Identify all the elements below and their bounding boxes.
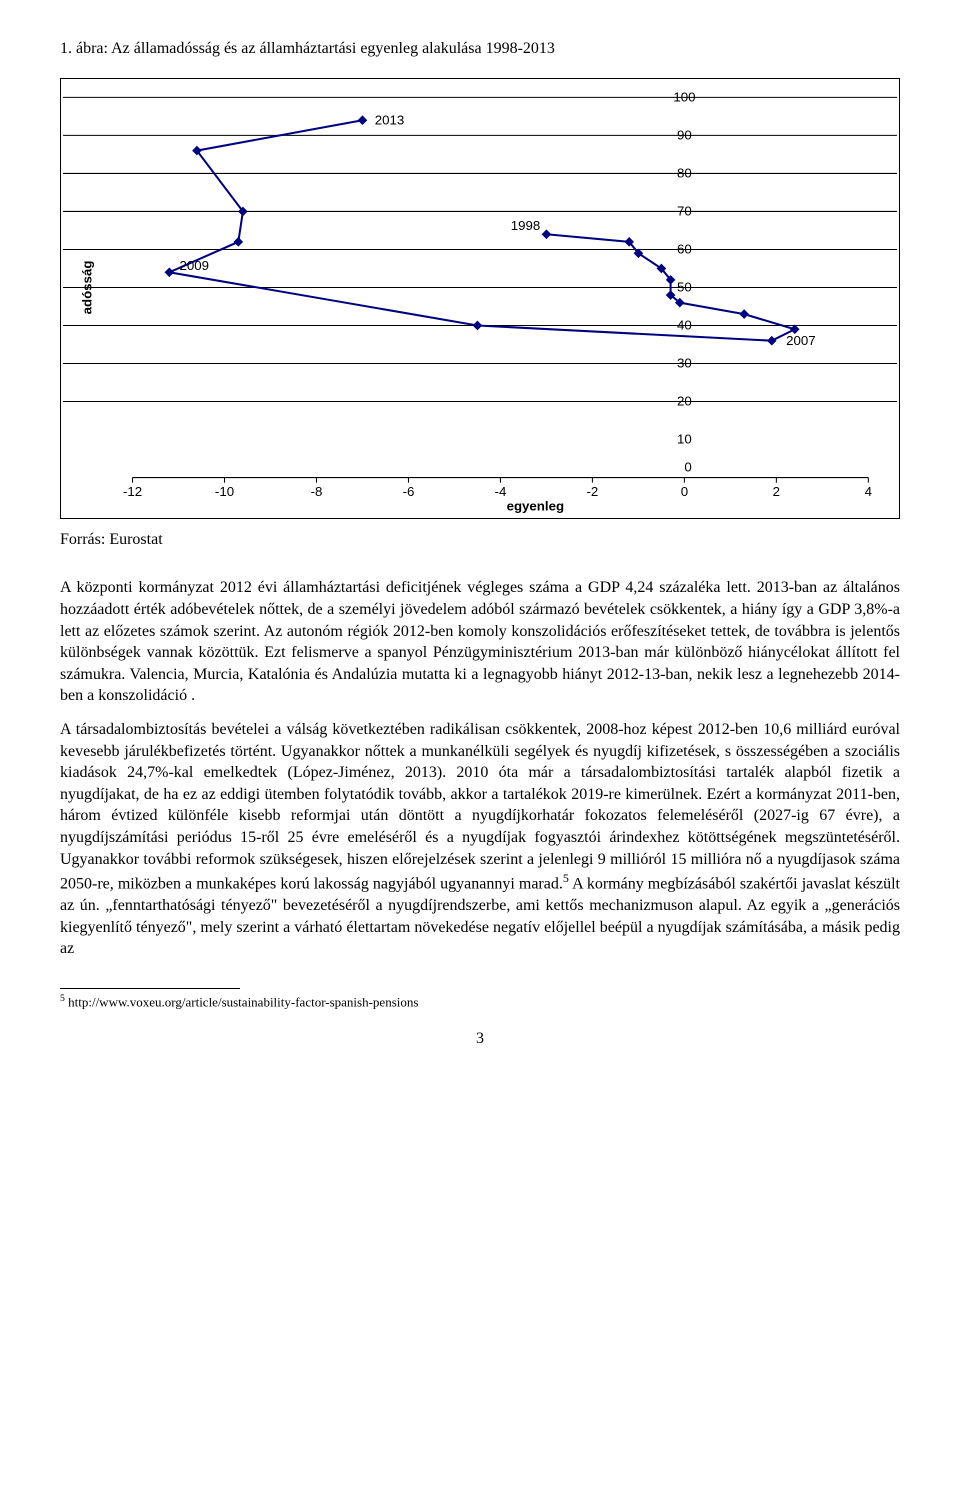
svg-text:50: 50 — [677, 280, 692, 295]
svg-text:0: 0 — [684, 459, 691, 474]
source-label: Forrás: Eurostat — [60, 531, 900, 549]
svg-text:60: 60 — [677, 242, 692, 257]
svg-text:2013: 2013 — [375, 112, 405, 127]
paragraph-2a: A társadalombiztosítás bevételei a válsá… — [60, 721, 900, 892]
svg-text:-10: -10 — [215, 484, 234, 499]
paragraph-1: A központi kormányzat 2012 évi államházt… — [60, 577, 900, 707]
svg-text:30: 30 — [677, 356, 692, 371]
page-number: 3 — [60, 1030, 900, 1048]
svg-text:-2: -2 — [587, 484, 599, 499]
svg-text:-4: -4 — [495, 484, 507, 499]
svg-text:70: 70 — [677, 204, 692, 219]
svg-text:90: 90 — [677, 127, 692, 142]
svg-text:egyenleg: egyenleg — [507, 498, 565, 513]
footnote-text: http://www.voxeu.org/article/sustainabil… — [65, 994, 419, 1009]
svg-text:2009: 2009 — [180, 258, 210, 273]
svg-text:1998: 1998 — [511, 218, 541, 233]
svg-text:80: 80 — [677, 166, 692, 181]
figure-title: 1. ábra: Az államadósság és az államházt… — [60, 40, 900, 58]
paragraph-2: A társadalombiztosítás bevételei a válsá… — [60, 719, 900, 960]
svg-text:20: 20 — [677, 394, 692, 409]
svg-text:-12: -12 — [123, 484, 142, 499]
svg-text:10: 10 — [677, 432, 692, 447]
svg-text:0: 0 — [681, 484, 688, 499]
svg-text:-8: -8 — [311, 484, 323, 499]
svg-text:2007: 2007 — [786, 333, 816, 348]
svg-text:4: 4 — [865, 484, 872, 499]
footnote-5: 5 http://www.voxeu.org/article/sustainab… — [60, 993, 900, 1010]
svg-text:-6: -6 — [403, 484, 415, 499]
svg-text:100: 100 — [673, 89, 695, 104]
svg-text:40: 40 — [677, 318, 692, 333]
chart-container: 102030405060708090100-12-10-8-6-4-20240a… — [60, 78, 900, 519]
chart-svg: 102030405060708090100-12-10-8-6-4-20240a… — [61, 79, 899, 518]
svg-text:2: 2 — [773, 484, 780, 499]
svg-text:adósság: adósság — [80, 261, 95, 315]
footnote-separator — [60, 988, 240, 989]
